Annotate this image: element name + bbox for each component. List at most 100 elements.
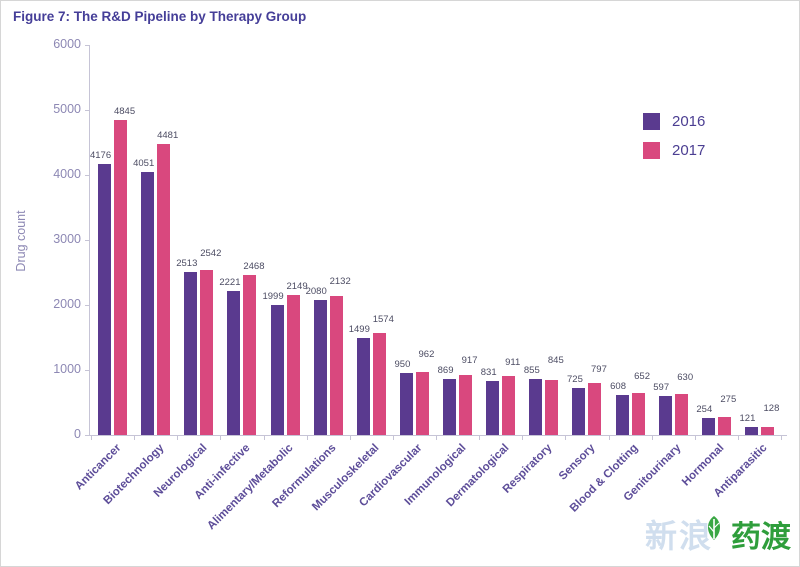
y-axis-tick: [85, 305, 90, 306]
x-axis-tick: [737, 436, 739, 440]
bar-2017: [200, 269, 214, 435]
bar-2017: [588, 383, 602, 435]
bar-2016: [486, 380, 500, 435]
x-axis-tick: [91, 436, 92, 440]
bar-2016: [313, 299, 327, 435]
watermark-brand-text: 药渡: [731, 521, 791, 554]
bar-value-label: 917: [461, 354, 478, 366]
bar-2017: [502, 375, 516, 435]
bar-2016: [141, 171, 155, 435]
chart-title: Figure 7: The R&D Pipeline by Therapy Gr…: [13, 9, 307, 24]
bar-2016: [615, 395, 629, 435]
bar-value-label: 911: [505, 356, 521, 368]
bar-value-label: 831: [480, 366, 497, 378]
bar-value-label: 275: [720, 394, 737, 406]
y-axis-tick: [85, 240, 90, 241]
bar-value-label: 608: [610, 381, 626, 393]
y-axis-tick-label: 4000: [53, 167, 81, 181]
bar-value-label: 2221: [219, 276, 241, 288]
x-axis-tick: [349, 436, 351, 440]
x-axis-tick: [392, 436, 394, 440]
bar-value-label: 121: [739, 413, 756, 425]
legend-item-2016: 2016: [643, 113, 705, 130]
legend-swatch-2016: [643, 113, 660, 130]
bar-value-label: 2468: [243, 260, 265, 272]
y-axis-tick: [85, 370, 90, 371]
bar-value-label: 855: [523, 365, 540, 377]
bar-2017: [631, 392, 645, 435]
x-axis-tick: [479, 436, 481, 440]
y-axis-tick-label: 5000: [53, 102, 81, 116]
bar-value-label: 254: [696, 404, 713, 416]
y-axis-line: [89, 45, 90, 435]
y-axis-tick-label: 2000: [53, 297, 81, 311]
bar-value-label: 725: [567, 373, 583, 385]
bar-2016: [270, 305, 284, 435]
bar-value-label: 2542: [200, 247, 222, 259]
bar-value-label: 2080: [305, 285, 327, 297]
bar-2017: [114, 120, 128, 435]
bar-2017: [243, 274, 257, 435]
bar-2017: [286, 295, 300, 435]
watermark-ghost-text: 新浪: [644, 518, 713, 554]
y-axis-tick: [85, 45, 90, 46]
bar-2016: [443, 378, 457, 435]
bar-2017: [760, 426, 774, 435]
bar-2016: [572, 387, 586, 435]
bar-value-label: 2513: [176, 257, 198, 269]
bar-value-label: 962: [418, 349, 435, 361]
bar-2016: [98, 163, 112, 435]
bar-2017: [717, 417, 731, 435]
y-axis-tick-label: 0: [74, 427, 81, 441]
bar-2016: [184, 271, 198, 435]
x-axis-tick: [565, 436, 567, 440]
leaf-icon: [699, 513, 729, 543]
y-axis-tick-label: 1000: [53, 362, 81, 376]
y-axis-tick: [85, 175, 90, 176]
x-axis-tick: [134, 436, 136, 440]
bar-2017: [415, 372, 429, 435]
bar-value-label: 950: [394, 359, 411, 371]
bar-value-label: 4051: [133, 157, 155, 169]
bar-2016: [529, 379, 543, 435]
x-axis-tick: [177, 436, 179, 440]
bar-value-label: 797: [591, 363, 607, 375]
legend-item-2017: 2017: [643, 142, 705, 159]
watermark: 新浪 药渡: [645, 508, 791, 560]
legend-label-2017: 2017: [672, 142, 706, 159]
bar-2017: [372, 332, 386, 435]
y-axis-tick-label: 3000: [53, 232, 81, 246]
x-axis-tick: [651, 436, 653, 440]
legend-label-2016: 2016: [672, 113, 706, 130]
y-axis-title: Drug count: [14, 210, 28, 272]
bar-value-label: 869: [437, 364, 454, 376]
x-axis-tick: [306, 436, 308, 440]
x-axis-tick: [436, 436, 437, 440]
bar-value-label: 4845: [113, 106, 136, 118]
bar-value-label: 1999: [262, 291, 284, 303]
legend: 2016 2017: [643, 113, 705, 171]
x-axis-tick: [781, 436, 782, 440]
bar-value-label: 652: [634, 371, 650, 383]
y-axis-tick: [85, 435, 90, 436]
bar-2017: [157, 143, 171, 435]
bar-value-label: 1574: [372, 313, 394, 325]
bar-value-label: 1499: [348, 323, 370, 335]
bar-value-label: 845: [547, 355, 564, 367]
x-axis-tick: [263, 436, 265, 440]
bar-2016: [744, 427, 758, 435]
bar-value-label: 128: [763, 403, 780, 415]
bar-value-label: 2149: [286, 281, 308, 293]
bar-value-label: 4481: [157, 129, 179, 141]
bar-2016: [227, 290, 241, 435]
bar-2016: [356, 337, 370, 435]
bar-value-label: 630: [677, 372, 694, 384]
bar-value-label: 4176: [89, 149, 112, 161]
bar-2017: [674, 394, 688, 435]
x-axis-tick: [522, 436, 524, 440]
bar-2017: [545, 380, 559, 435]
bar-2016: [701, 418, 715, 435]
x-axis-line: [89, 435, 787, 436]
bar-value-label: 2132: [329, 275, 351, 287]
